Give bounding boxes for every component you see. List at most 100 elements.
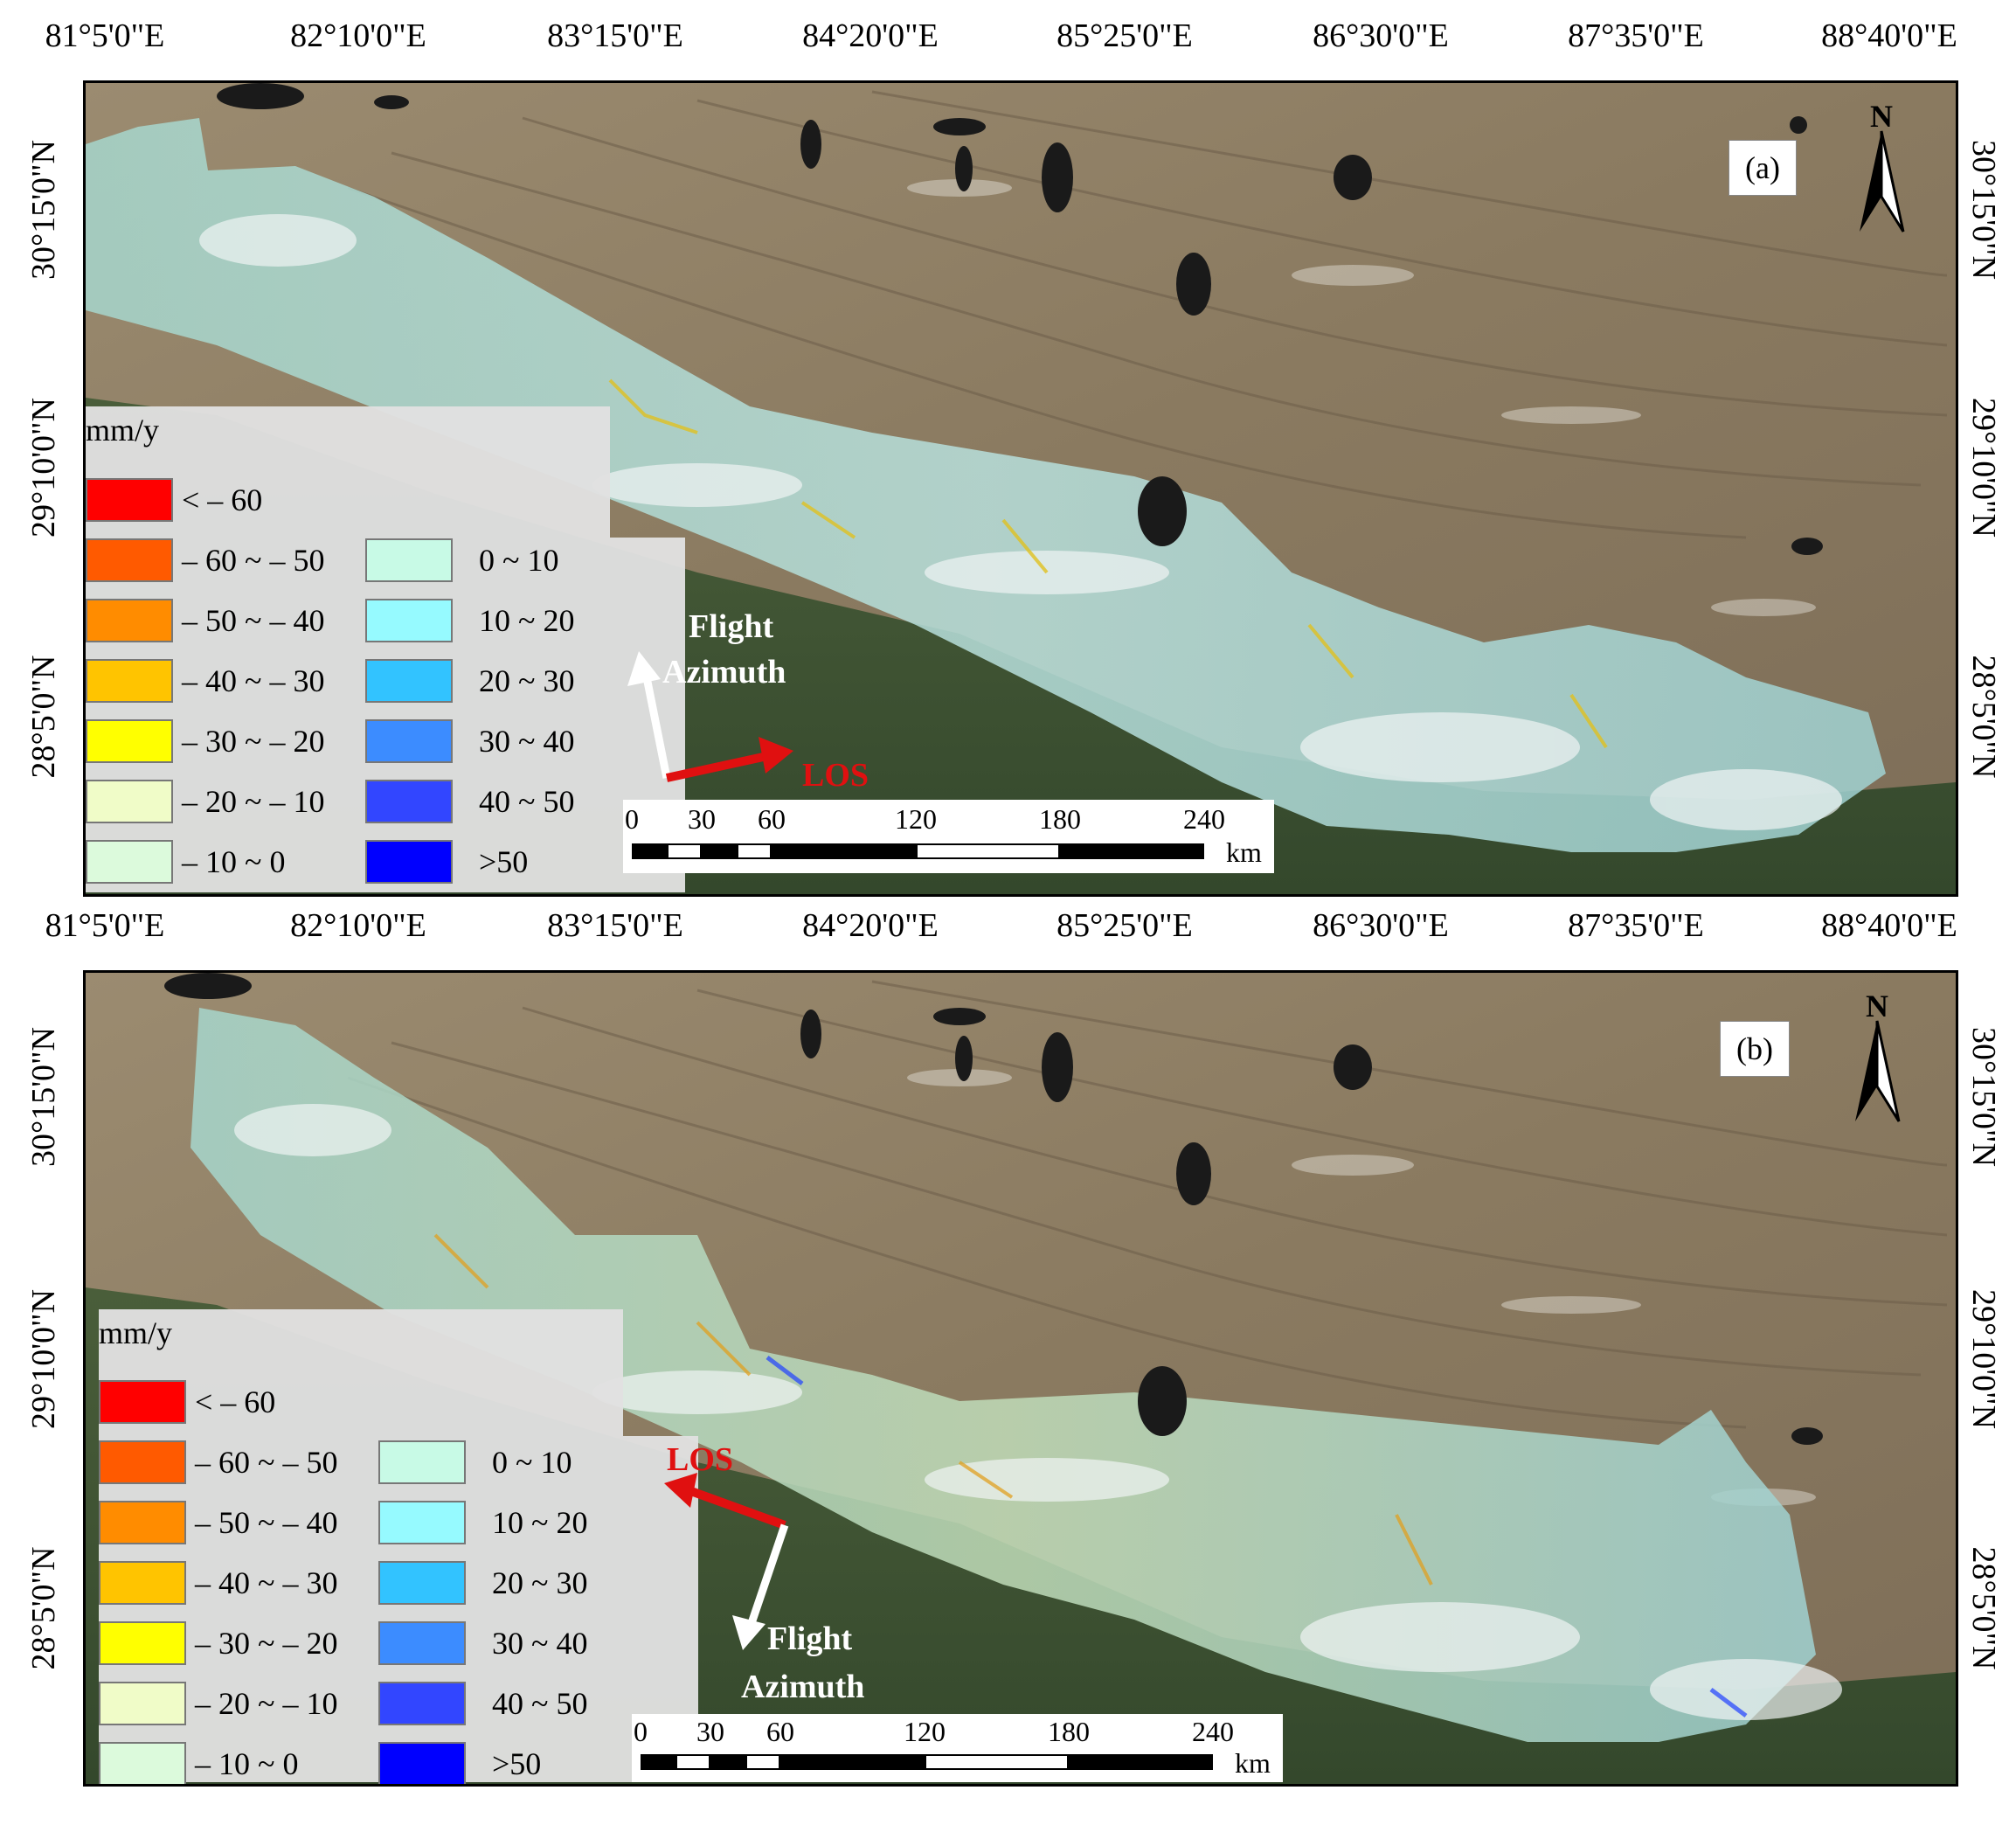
legend-label: – 30 ~ – 20 — [195, 1626, 338, 1661]
scale-tick: 120 — [904, 1716, 946, 1747]
legend-item: 20 ~ 30 — [365, 659, 574, 703]
lat-label: 28°5'0"N — [1965, 655, 2002, 779]
los-label: LOS — [802, 757, 869, 794]
legend-item: – 10 ~ 0 — [99, 1742, 299, 1784]
legend-label: 10 ~ 20 — [479, 603, 575, 638]
lon-label: 86°30'0"E — [1313, 907, 1449, 944]
legend-swatch — [378, 1501, 466, 1544]
legend-label: – 10 ~ 0 — [182, 844, 286, 879]
legend-swatch — [365, 599, 453, 642]
legend-item: 30 ~ 40 — [378, 1621, 587, 1665]
legend-swatch — [378, 1621, 466, 1665]
legend-item: – 60 ~ – 50 — [86, 538, 324, 582]
lat-label: 28°5'0"N — [1965, 1546, 2002, 1670]
lat-label: 30°15'0"N — [25, 140, 62, 280]
legend-item: 10 ~ 20 — [378, 1501, 587, 1544]
north-label: N — [1866, 989, 1888, 1024]
flight-label: Flight — [689, 608, 774, 645]
lon-label: 81°5'0"E — [45, 17, 165, 54]
scalebar-a: 0 30 60 120 180 240 km — [623, 800, 1274, 873]
lon-label: 85°25'0"E — [1056, 907, 1193, 944]
legend-swatch — [86, 538, 173, 582]
legend-label: 0 ~ 10 — [492, 1445, 572, 1480]
lat-label: 29°10'0"N — [25, 398, 62, 538]
lon-label: 82°10'0"E — [290, 17, 426, 54]
legend-item: – 30 ~ – 20 — [86, 719, 324, 763]
legend-swatch — [86, 840, 173, 884]
flight-arrow-icon — [745, 1523, 789, 1630]
legend-swatch — [86, 599, 173, 642]
legend-item: 20 ~ 30 — [378, 1561, 587, 1605]
legend-item: – 40 ~ – 30 — [86, 659, 324, 703]
legend-swatch — [99, 1440, 186, 1484]
legend-label: 10 ~ 20 — [492, 1505, 588, 1540]
legend-label: – 40 ~ – 30 — [195, 1565, 338, 1600]
legend-label: – 60 ~ – 50 — [182, 543, 325, 578]
map-panel-b: (b) N mm/y < – 60 – 60 ~ – 50 – 50 ~ – 40 –… — [83, 970, 1958, 1787]
legend-swatch — [365, 780, 453, 823]
scale-tick: 60 — [766, 1716, 794, 1747]
legend-item: >50 — [378, 1742, 541, 1784]
lat-label: 29°10'0"N — [25, 1289, 62, 1429]
legend-label: 20 ~ 30 — [479, 663, 575, 698]
lon-label: 81°5'0"E — [45, 907, 165, 944]
legend-swatch — [365, 719, 453, 763]
legend-label: < – 60 — [195, 1384, 276, 1419]
legend-label: – 30 ~ – 20 — [182, 724, 325, 759]
legend-label: 40 ~ 50 — [492, 1686, 588, 1721]
lon-label: 82°10'0"E — [290, 907, 426, 944]
legend-label: – 20 ~ – 10 — [195, 1686, 338, 1721]
lon-label: 84°20'0"E — [802, 907, 939, 944]
scale-unit: km — [1235, 1747, 1271, 1779]
lon-label: 83°15'0"E — [547, 907, 683, 944]
scale-tick: 240 — [1192, 1716, 1234, 1747]
legend-swatch — [86, 719, 173, 763]
panel-label-b: (b) — [1720, 1021, 1790, 1077]
scale-tick: 30 — [688, 803, 716, 835]
los-label: LOS — [667, 1441, 734, 1478]
lat-label: 30°15'0"N — [25, 1027, 62, 1167]
lon-label: 83°15'0"E — [547, 17, 683, 54]
legend-swatch — [378, 1440, 466, 1484]
scale-tick: 180 — [1048, 1716, 1090, 1747]
legend-label: – 10 ~ 0 — [195, 1746, 299, 1781]
lat-label: 29°10'0"N — [1965, 398, 2002, 538]
legend-unit: mm/y — [86, 413, 160, 448]
scalebar-b: 0 30 60 120 180 240 km — [632, 1714, 1283, 1782]
flight-arrow-icon — [641, 668, 671, 779]
flight-label: Flight — [767, 1620, 853, 1657]
legend-item: 0 ~ 10 — [365, 538, 558, 582]
scale-tick: 0 — [625, 803, 639, 835]
lon-label: 88°40'0"E — [1821, 907, 1957, 944]
scale-tick: 30 — [696, 1716, 724, 1747]
legend-item: 40 ~ 50 — [378, 1682, 587, 1725]
legend-swatch — [378, 1742, 466, 1784]
legend-label: 30 ~ 40 — [492, 1626, 588, 1661]
legend-label: 30 ~ 40 — [479, 724, 575, 759]
legend-item: < – 60 — [86, 478, 262, 522]
legend-swatch — [99, 1742, 186, 1784]
lon-label: 87°35'0"E — [1568, 907, 1704, 944]
los-arrow-icon — [665, 752, 769, 782]
scale-tick: 60 — [758, 803, 786, 835]
legend-swatch — [99, 1621, 186, 1665]
legend-b: mm/y — [99, 1309, 623, 1782]
legend-swatch — [378, 1682, 466, 1725]
map-panel-a: (a) N mm/y < – 60 – 60 ~ – 50 – 50 ~ – 40 –… — [83, 80, 1958, 897]
legend-item: – 10 ~ 0 — [86, 840, 285, 884]
legend-label: < – 60 — [182, 482, 263, 517]
legend-label: >50 — [479, 844, 529, 879]
legend-label: – 40 ~ – 30 — [182, 663, 325, 698]
legend-item: – 50 ~ – 40 — [86, 599, 324, 642]
legend-label: – 60 ~ – 50 — [195, 1445, 338, 1480]
lon-label: 87°35'0"E — [1568, 17, 1704, 54]
legend-a: mm/y — [86, 406, 610, 892]
arrows-a — [627, 651, 793, 782]
legend-swatch — [99, 1682, 186, 1725]
scale-tick: 0 — [634, 1716, 648, 1747]
lon-label: 86°30'0"E — [1313, 17, 1449, 54]
legend-unit: mm/y — [99, 1315, 173, 1350]
legend-item: – 30 ~ – 20 — [99, 1621, 337, 1665]
legend-swatch — [378, 1561, 466, 1605]
legend-swatch — [86, 478, 173, 522]
